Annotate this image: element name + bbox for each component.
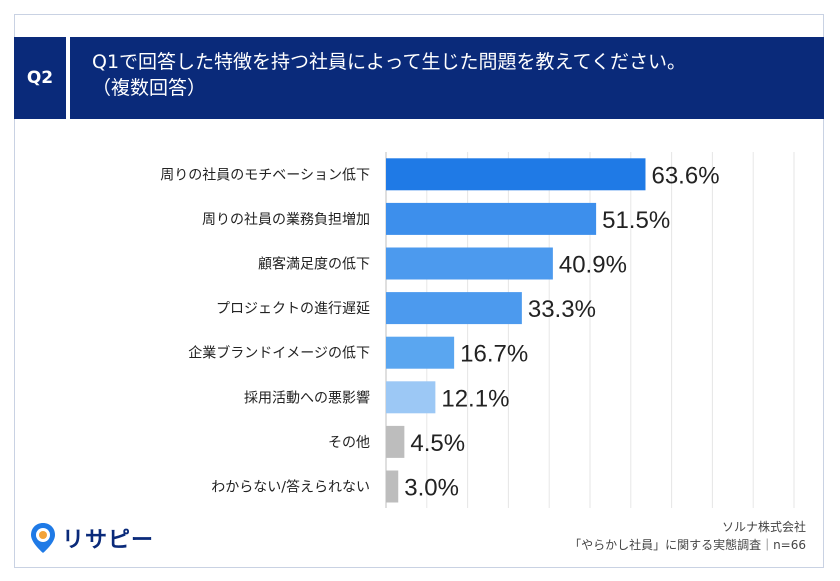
question-title-line2: （複数回答）	[92, 77, 207, 99]
category-label: わからない/答えられない	[211, 479, 370, 496]
category-label: 周りの社員の業務負担増加	[202, 212, 370, 228]
category-label: 顧客満足度の低下	[258, 256, 370, 273]
value-label: 12.1%	[441, 385, 509, 412]
value-label: 40.9%	[559, 252, 627, 279]
source-note: ソルナ株式会社 「やらかし社員」に関する実態調査｜n=66	[569, 518, 806, 554]
value-label: 16.7%	[460, 341, 528, 368]
category-label: 周りの社員のモチベーション低下	[160, 167, 370, 183]
value-label: 33.3%	[528, 296, 596, 323]
bar	[386, 470, 399, 503]
value-label: 51.5%	[602, 207, 670, 234]
logo-text: リサピー	[62, 528, 155, 553]
source-company: ソルナ株式会社	[721, 520, 806, 534]
question-title-line1: Q1で回答した特徴を持つ社員によって生じた問題を教えてください。	[92, 51, 687, 73]
risapy-logo: リサピー	[30, 521, 154, 555]
category-label: プロジェクトの進行遅延	[216, 301, 370, 317]
bar	[386, 292, 522, 325]
bar	[386, 425, 405, 458]
bar	[386, 336, 455, 369]
bar	[386, 381, 436, 414]
value-label: 4.5%	[410, 430, 465, 457]
value-label: 63.6%	[651, 162, 719, 189]
question-badge: Q2	[14, 37, 66, 119]
category-label: その他	[328, 435, 370, 451]
location-pin-icon	[31, 523, 55, 553]
bar	[386, 158, 646, 191]
value-label: 3.0%	[404, 475, 459, 502]
question-title: Q1で回答した特徴を持つ社員によって生じた問題を教えてください。 （複数回答）	[70, 37, 824, 119]
bar	[386, 202, 597, 235]
category-label: 採用活動への悪影響	[244, 389, 370, 406]
category-label: 企業ブランドイメージの低下	[188, 345, 370, 362]
source-survey: 「やらかし社員」に関する実態調査｜n=66	[569, 538, 806, 552]
bar	[386, 247, 553, 280]
